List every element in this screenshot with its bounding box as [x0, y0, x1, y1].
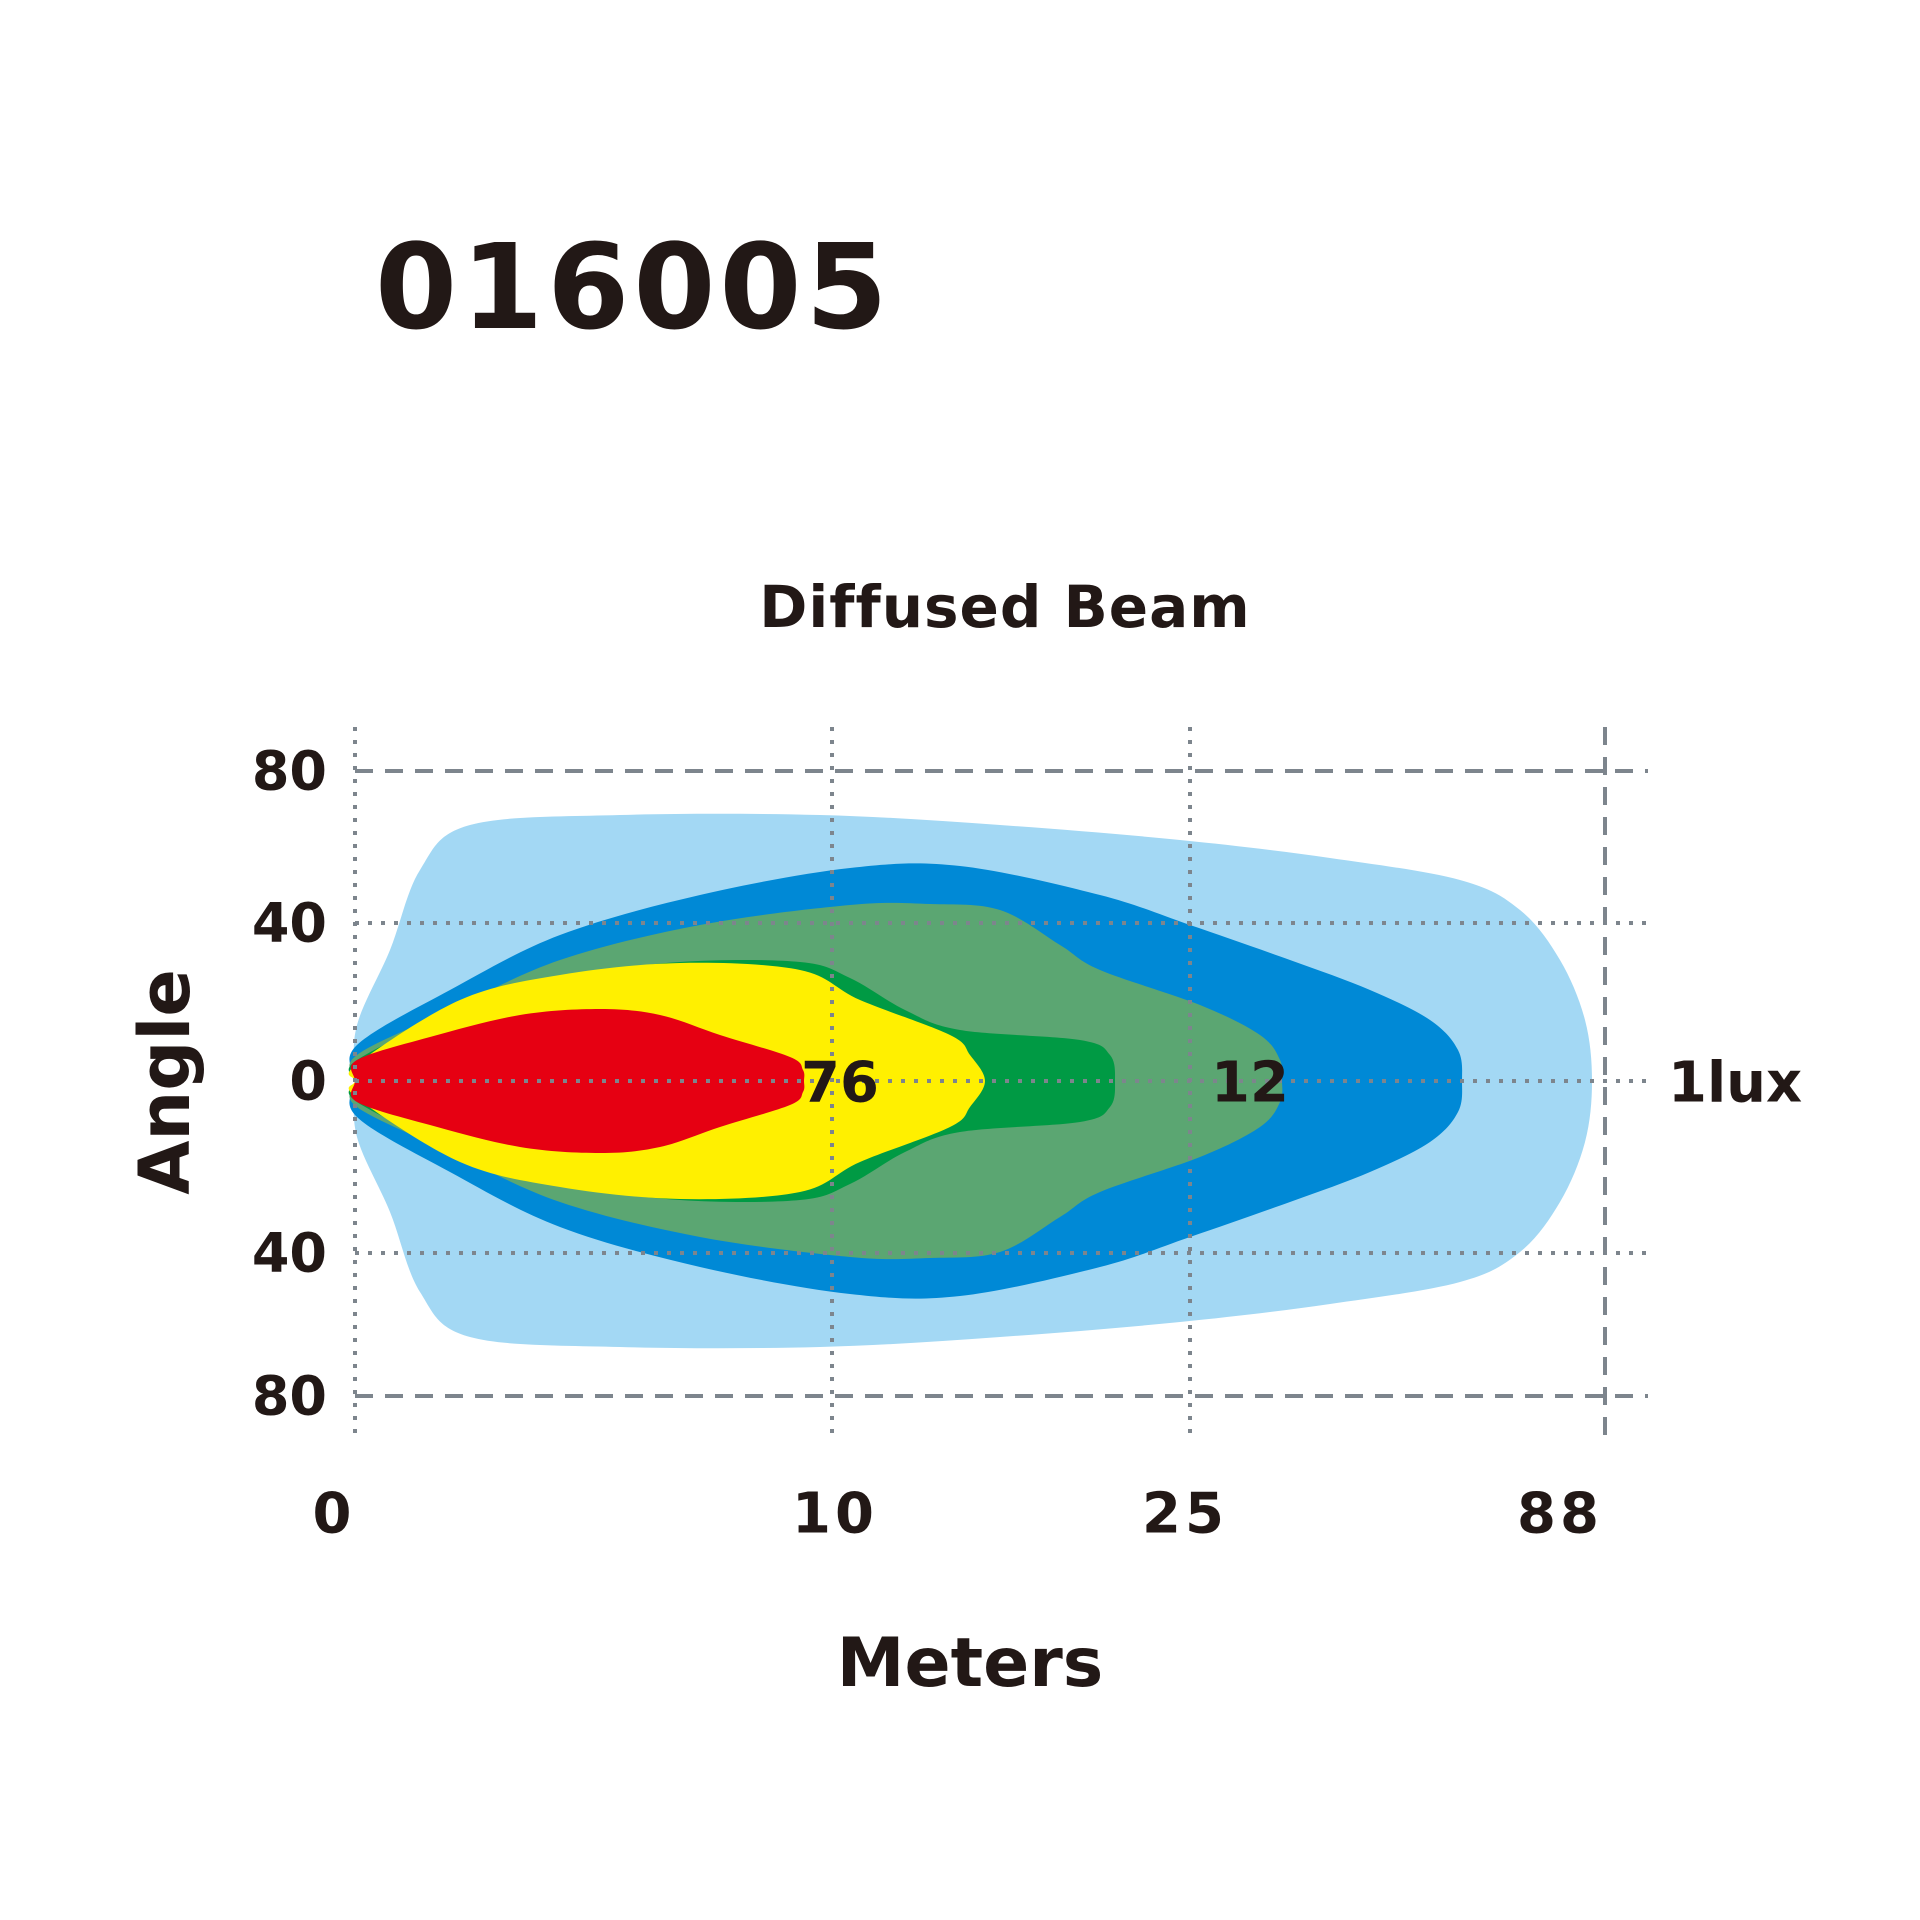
chart-title: Diffused Beam [759, 573, 1251, 641]
x-axis-label: Meters [836, 1624, 1104, 1703]
zone-label: 12 [1211, 1051, 1289, 1116]
y-tick-label: 80 [252, 1365, 327, 1428]
x-tick-label: 10 [792, 1482, 878, 1547]
grid-lines [353, 727, 1648, 1437]
beam-zones [348, 813, 1593, 1349]
chart-labels: 80 40 0 40 80 0 10 25 88 76 12 1lux [252, 740, 1802, 1547]
x-tick-label: 25 [1142, 1482, 1228, 1547]
y-tick-label: 40 [252, 892, 327, 955]
y-tick-label: 0 [289, 1050, 327, 1113]
x-tick-label: 0 [313, 1482, 356, 1547]
zone-label: 1lux [1668, 1051, 1802, 1116]
model-number: 016005 [375, 218, 892, 356]
y-tick-label: 80 [252, 740, 327, 803]
x-tick-label: 88 [1517, 1482, 1603, 1547]
zone-label: 76 [801, 1051, 879, 1116]
y-tick-label: 40 [252, 1222, 327, 1285]
